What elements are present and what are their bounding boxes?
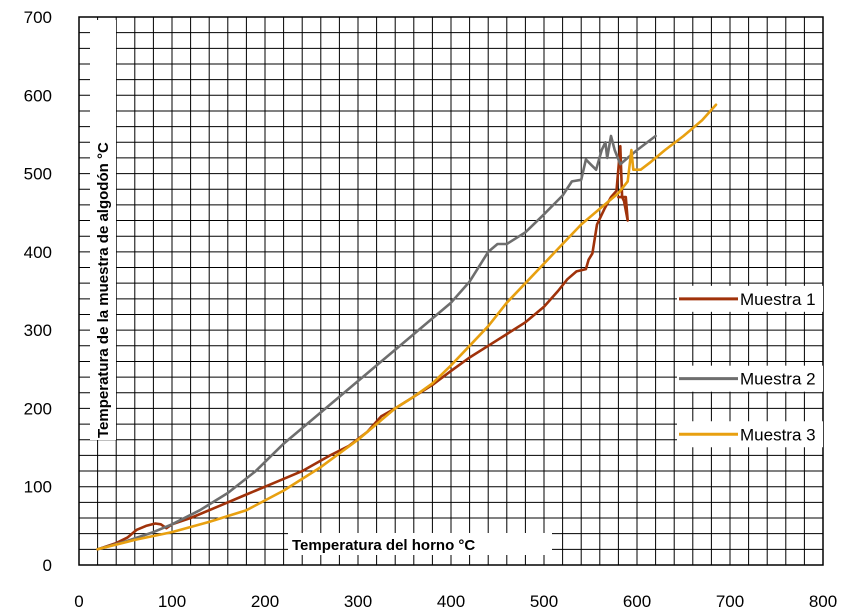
y-tick-label: 700 [24,8,52,27]
y-tick-label: 100 [24,478,52,497]
x-tick-label: 800 [809,592,837,611]
legend: Muestra 1 Muestra 2 Muestra 3 [677,285,823,448]
x-tick-label: 700 [716,592,744,611]
legend-label: Muestra 1 [740,290,816,309]
x-tick-label: 0 [74,592,83,611]
y-tick-label: 400 [24,243,52,262]
x-tick-label: 600 [623,592,651,611]
x-tick-label: 500 [530,592,558,611]
y-axis-title: Temperatura de la muestra de algodón °C [95,142,112,438]
x-axis-title-bg [288,533,552,555]
series-line-muestra-2 [96,134,657,551]
series-line-muestra-1 [96,144,629,551]
gridlines [78,16,824,566]
y-axis-title-bg [90,20,116,440]
series-line-muestra-3 [96,103,718,551]
y-tick-label: 200 [24,399,52,418]
x-axis-ticks: 0 100 200 300 400 500 600 700 800 [74,592,837,611]
y-tick-label: 600 [24,86,52,105]
x-axis-title: Temperatura del horno °C [292,537,475,554]
y-tick-label: 0 [43,556,52,575]
x-tick-label: 200 [251,592,279,611]
y-axis-ticks: 0 100 200 300 400 500 600 700 [24,8,52,575]
x-tick-label: 300 [344,592,372,611]
legend-label: Muestra 2 [740,370,816,389]
legend-label: Muestra 3 [740,425,816,444]
x-tick-label: 400 [437,592,465,611]
x-tick-label: 100 [158,592,186,611]
series-layer [96,103,718,551]
y-tick-label: 300 [24,321,52,340]
y-tick-label: 500 [24,165,52,184]
